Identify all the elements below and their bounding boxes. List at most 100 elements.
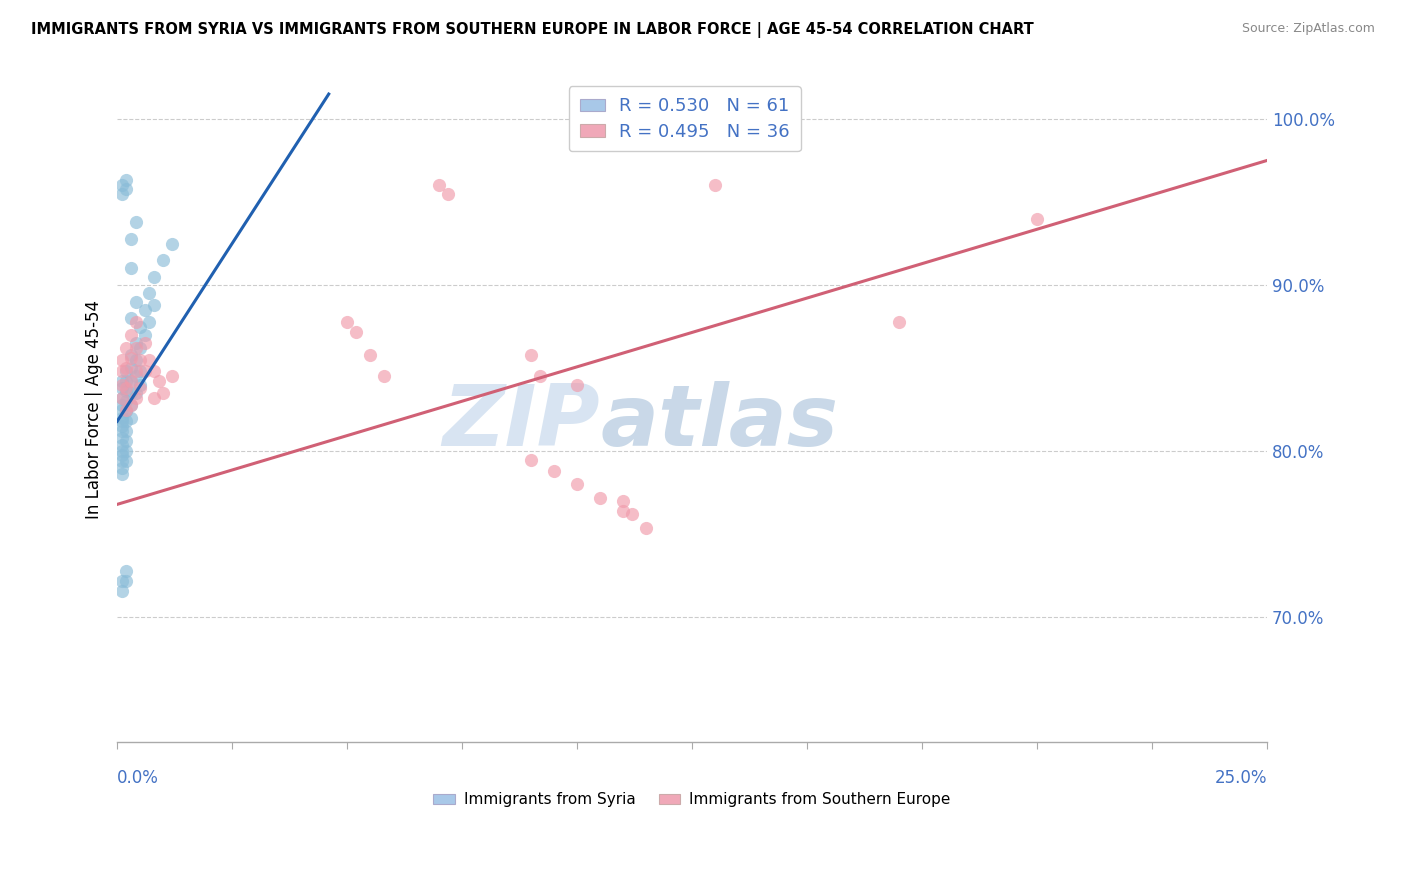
Point [134, 364, 156, 378]
Text: 25.0%: 25.0% [1215, 769, 1267, 787]
Point [134, 327, 156, 342]
Point [120, 411, 142, 425]
Point [115, 381, 138, 395]
Point [565, 377, 588, 392]
Point [111, 437, 134, 451]
Point [115, 173, 138, 187]
Point [565, 477, 588, 491]
Point [704, 178, 727, 193]
Point [115, 375, 138, 389]
Point [115, 361, 138, 376]
Point [634, 521, 657, 535]
Point [427, 178, 450, 193]
Point [124, 352, 146, 367]
Point [543, 464, 565, 478]
Point [520, 348, 543, 362]
Point [162, 236, 184, 251]
Point [111, 444, 134, 458]
Point [120, 386, 142, 401]
Point [111, 411, 134, 425]
Point [152, 386, 174, 401]
Point [111, 364, 134, 378]
Point [120, 261, 142, 276]
Point [143, 364, 166, 378]
Point [129, 352, 152, 367]
Point [520, 452, 543, 467]
Point [124, 364, 146, 378]
Point [111, 467, 134, 482]
Point [115, 564, 138, 578]
Point [124, 386, 146, 401]
Text: ZIP: ZIP [443, 382, 600, 465]
Point [138, 315, 160, 329]
Point [111, 419, 134, 434]
Point [437, 186, 460, 201]
Point [143, 298, 166, 312]
Point [120, 375, 142, 389]
Point [162, 369, 184, 384]
Point [111, 381, 134, 395]
Y-axis label: In Labor Force | Age 45-54: In Labor Force | Age 45-54 [86, 301, 103, 519]
Point [612, 504, 634, 518]
Point [148, 375, 170, 389]
Point [621, 508, 644, 522]
Point [111, 414, 134, 428]
Point [152, 253, 174, 268]
Point [120, 361, 142, 376]
Point [115, 384, 138, 399]
Point [134, 303, 156, 318]
Point [124, 391, 146, 405]
Point [111, 391, 134, 405]
Point [143, 391, 166, 405]
Point [120, 327, 142, 342]
Point [359, 348, 381, 362]
Point [111, 448, 134, 462]
Point [124, 294, 146, 309]
Point [129, 319, 152, 334]
Point [138, 352, 160, 367]
Point [124, 336, 146, 351]
Point [120, 398, 142, 412]
Point [120, 375, 142, 389]
Point [111, 454, 134, 468]
Point [115, 424, 138, 438]
Point [115, 341, 138, 355]
Point [129, 341, 152, 355]
Legend: Immigrants from Syria, Immigrants from Southern Europe: Immigrants from Syria, Immigrants from S… [427, 786, 956, 814]
Point [120, 311, 142, 326]
Text: atlas: atlas [600, 382, 838, 465]
Point [143, 269, 166, 284]
Text: Source: ZipAtlas.com: Source: ZipAtlas.com [1241, 22, 1375, 36]
Point [111, 402, 134, 417]
Point [344, 325, 367, 339]
Point [111, 424, 134, 438]
Point [111, 574, 134, 588]
Point [120, 231, 142, 245]
Point [115, 434, 138, 449]
Point [111, 398, 134, 412]
Text: 0.0%: 0.0% [117, 769, 159, 787]
Point [111, 460, 134, 475]
Point [111, 178, 134, 193]
Point [129, 377, 152, 392]
Point [115, 404, 138, 418]
Point [120, 348, 142, 362]
Point [115, 394, 138, 409]
Point [129, 381, 152, 395]
Point [529, 369, 551, 384]
Point [115, 444, 138, 458]
Point [612, 494, 634, 508]
Point [115, 364, 138, 378]
Point [111, 186, 134, 201]
Point [111, 352, 134, 367]
Point [124, 315, 146, 329]
Point [336, 315, 359, 329]
Point [124, 369, 146, 384]
Point [134, 336, 156, 351]
Point [120, 398, 142, 412]
Point [124, 341, 146, 355]
Point [589, 491, 612, 505]
Point [887, 315, 910, 329]
Point [129, 364, 152, 378]
Point [120, 351, 142, 366]
